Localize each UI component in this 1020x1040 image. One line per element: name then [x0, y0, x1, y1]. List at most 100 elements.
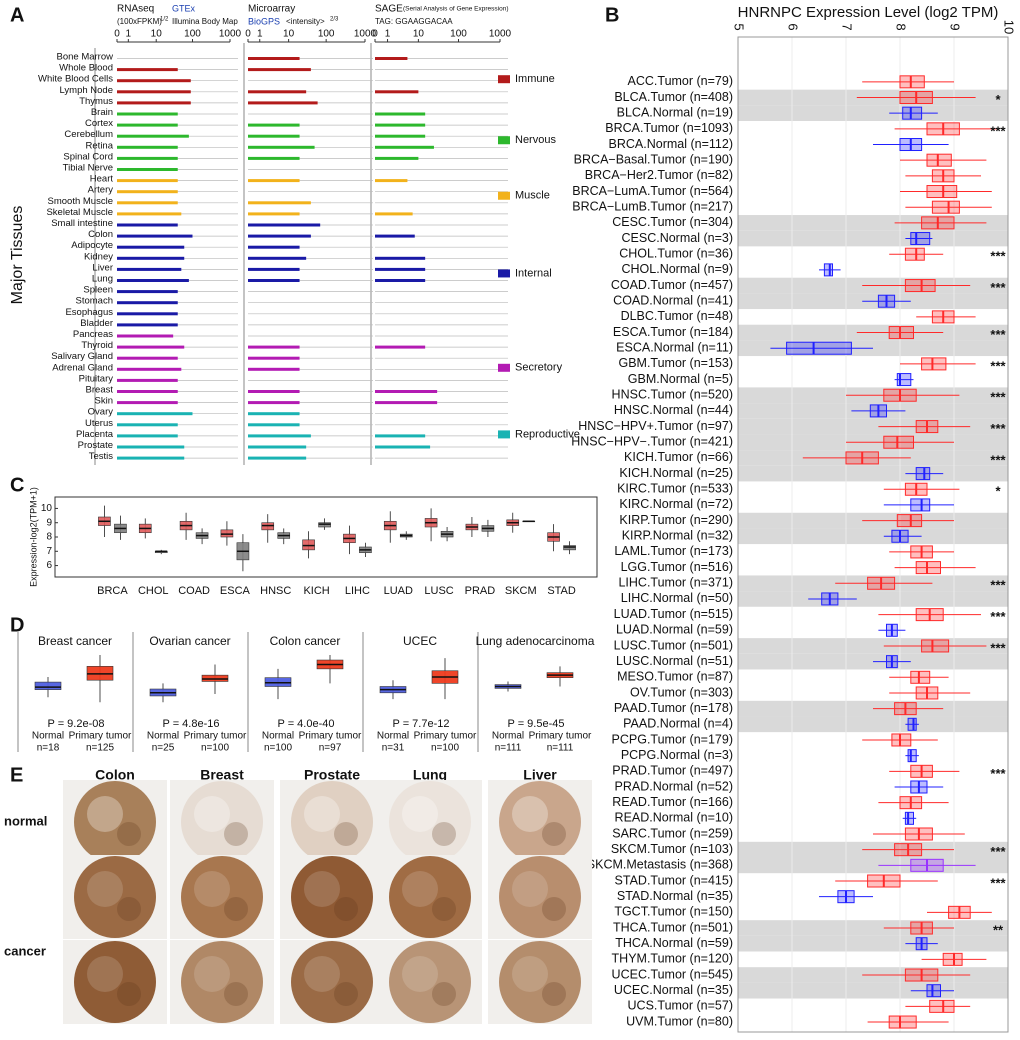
- row-label: PRAD.Normal (n=52): [615, 779, 733, 793]
- bar: [117, 390, 178, 393]
- y-axis-label: Expression-log2(TPM+1): [28, 487, 38, 587]
- x-tick-label: Normal: [492, 731, 524, 742]
- n-label: n=125: [86, 743, 115, 754]
- row-label: HNSC−HPV+.Tumor (n=97): [578, 419, 733, 433]
- row-label: PCPG.Tumor (n=179): [612, 732, 733, 746]
- tissue-texture: [194, 796, 230, 832]
- tissue-texture: [304, 956, 340, 992]
- tissue-label: Stomach: [76, 296, 114, 307]
- row-band: [738, 638, 1008, 654]
- row-label: KICH.Normal (n=25): [619, 466, 733, 480]
- bar: [117, 445, 185, 449]
- legend-label: Internal: [515, 267, 552, 279]
- significance: ***: [990, 327, 1006, 342]
- x-tick-label: PRAD: [465, 585, 496, 597]
- x-tick-label: 10: [413, 29, 425, 40]
- x-tick-label: 7: [840, 23, 855, 30]
- row-label: BLCA.Normal (n=19): [617, 105, 733, 119]
- tissue-label: Kidney: [84, 251, 113, 262]
- row-label: SARC.Tumor (n=259): [612, 826, 733, 840]
- x-tick-label: 0: [372, 29, 378, 40]
- x-tick-label: 0: [114, 29, 120, 40]
- tissue-texture: [224, 897, 248, 921]
- chart-title: Breast cancer: [38, 634, 112, 648]
- row-label: THCA.Tumor (n=501): [613, 920, 733, 934]
- x-tick-label: LUSC: [424, 585, 453, 597]
- significance: *: [995, 484, 1001, 499]
- tissue-label: Testis: [89, 451, 114, 462]
- bar: [248, 234, 311, 238]
- x-tick-label: 10: [1002, 20, 1017, 34]
- bar: [117, 134, 189, 138]
- tissue-label: Lung: [92, 274, 113, 285]
- bar: [375, 57, 408, 60]
- tissue-core: [389, 856, 471, 938]
- tissue-texture: [402, 796, 438, 832]
- n-label: n=18: [37, 743, 60, 754]
- tissue-label: Skin: [95, 396, 113, 407]
- row-label: READ.Normal (n=10): [615, 811, 733, 825]
- row-label: UCS.Tumor (n=57): [628, 999, 733, 1013]
- bar: [117, 312, 178, 316]
- tissue-label: Artery: [88, 185, 114, 196]
- box-body: [910, 498, 931, 512]
- tissue-label: Salivary Gland: [51, 351, 113, 362]
- row-label: ESCA.Tumor (n=184): [613, 325, 733, 339]
- tissue-texture: [117, 822, 141, 846]
- box-body: [904, 279, 936, 293]
- column-subtitle-sup: 2/3: [330, 17, 339, 23]
- row-label: BRCA.Tumor (n=1093): [605, 121, 733, 135]
- tissue-texture: [304, 871, 340, 907]
- box-body: [883, 435, 914, 449]
- tissue-texture: [334, 897, 358, 921]
- n-label: n=111: [495, 743, 522, 754]
- box-body: [921, 357, 947, 371]
- tissue-core: [499, 781, 581, 863]
- chart-title: HNRNPC Expression Level (log2 TPM): [738, 4, 999, 21]
- bar: [375, 134, 426, 138]
- x-tick-label: 100: [318, 29, 335, 40]
- bar: [248, 57, 300, 60]
- tissue-texture: [402, 871, 438, 907]
- tissue-texture: [542, 897, 566, 921]
- bar: [375, 179, 408, 183]
- legend-swatch: [498, 363, 510, 372]
- tissue-texture: [512, 796, 548, 832]
- bar: [117, 68, 178, 72]
- x-tick-label: ESCA: [220, 585, 251, 597]
- tissue-texture: [87, 956, 123, 992]
- p-value: P = 7.7e-12: [393, 718, 450, 730]
- row-label: BRCA.Normal (n=112): [609, 137, 733, 151]
- x-tick-label: Normal: [32, 731, 64, 742]
- row-label: BLCA.Tumor (n=408): [614, 90, 733, 104]
- tissue-texture: [224, 822, 248, 846]
- box-body: [902, 106, 923, 120]
- bar: [248, 423, 300, 427]
- row-band: [738, 465, 1008, 482]
- row-label: CESC.Tumor (n=304): [612, 215, 733, 229]
- tissue-texture: [194, 956, 230, 992]
- tissue-label: Heart: [90, 174, 114, 185]
- row-band: [738, 105, 1008, 122]
- n-label: n=100: [431, 743, 460, 754]
- column-source-note: Illumina Body Map: [172, 17, 238, 26]
- y-tick-label: 10: [41, 503, 53, 514]
- tissue-label: Whole Blood: [59, 63, 113, 74]
- significance: ***: [990, 766, 1006, 781]
- bar: [117, 434, 178, 438]
- y-tick-label: 7: [46, 546, 52, 557]
- tissue-label: White Blood Cells: [38, 74, 113, 85]
- panel-label: A: [10, 4, 24, 26]
- x-tick-label: 10: [151, 29, 163, 40]
- legend-label: Nervous: [515, 134, 556, 146]
- bar: [248, 279, 300, 282]
- tissue-label: Esophagus: [65, 307, 113, 318]
- tissue-label: Tibial Nerve: [63, 163, 113, 174]
- column-subtitle: <intensity>: [286, 17, 325, 26]
- x-tick-label: SKCM: [505, 585, 537, 597]
- n-label: n=111: [547, 743, 574, 754]
- tissue-texture: [334, 982, 358, 1006]
- box-body: [904, 247, 925, 261]
- x-tick-label: 5: [732, 23, 747, 30]
- x-tick-label: CHOL: [138, 585, 169, 597]
